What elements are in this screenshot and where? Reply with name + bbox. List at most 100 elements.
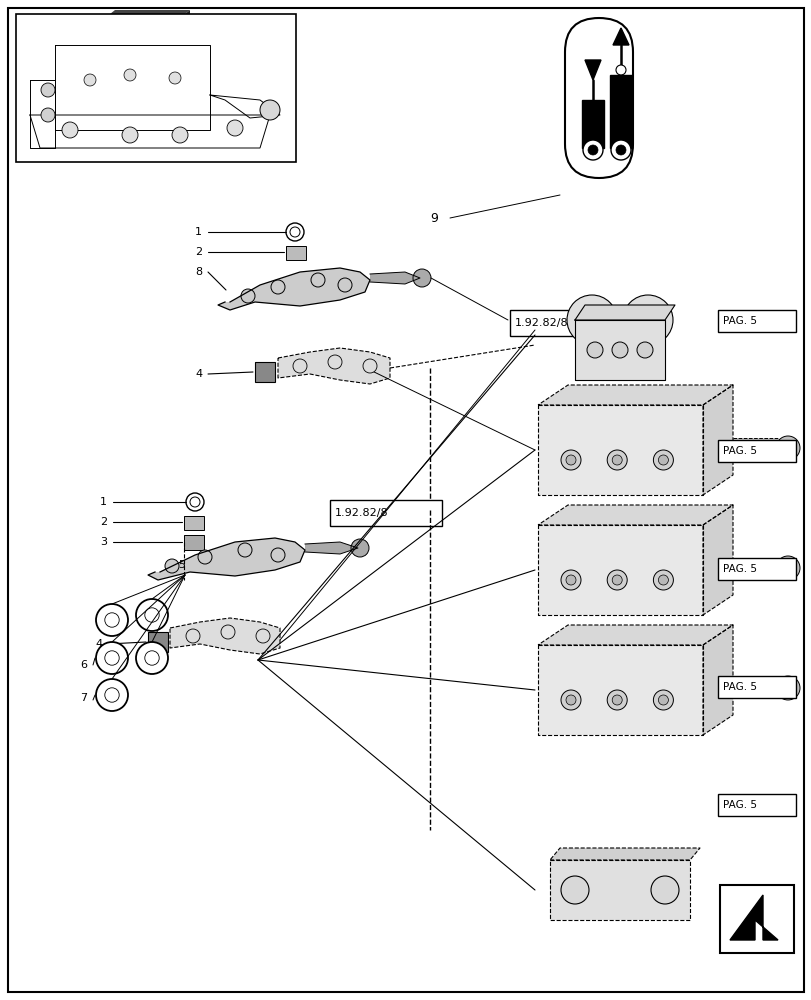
Circle shape: [607, 450, 626, 470]
Text: 1.92.82/8: 1.92.82/8: [335, 508, 388, 518]
Polygon shape: [538, 625, 732, 645]
Bar: [717, 794, 795, 816]
Text: 1.92.82/8: 1.92.82/8: [514, 318, 568, 328]
Circle shape: [328, 355, 341, 369]
Polygon shape: [732, 678, 777, 698]
Polygon shape: [729, 895, 777, 940]
Text: 1: 1: [195, 227, 202, 237]
Circle shape: [62, 122, 78, 138]
Circle shape: [775, 676, 799, 700]
Polygon shape: [581, 100, 603, 148]
Polygon shape: [148, 632, 168, 652]
Circle shape: [105, 688, 119, 702]
FancyBboxPatch shape: [564, 18, 633, 178]
Text: 2: 2: [100, 517, 107, 527]
Polygon shape: [305, 542, 358, 554]
Polygon shape: [574, 305, 674, 320]
Circle shape: [186, 493, 204, 511]
Circle shape: [186, 629, 200, 643]
Polygon shape: [30, 80, 55, 148]
Text: PAG. 5: PAG. 5: [722, 446, 756, 456]
Bar: [184, 516, 204, 530]
Circle shape: [172, 127, 188, 143]
Bar: [16, 14, 296, 162]
Polygon shape: [549, 860, 689, 920]
Circle shape: [560, 690, 581, 710]
Circle shape: [775, 436, 799, 460]
Circle shape: [565, 455, 575, 465]
Circle shape: [611, 695, 621, 705]
Bar: [717, 676, 795, 698]
Polygon shape: [538, 525, 702, 615]
Circle shape: [135, 642, 168, 674]
Circle shape: [41, 83, 55, 97]
Circle shape: [586, 342, 603, 358]
Circle shape: [285, 223, 303, 241]
Circle shape: [616, 145, 625, 155]
Circle shape: [775, 556, 799, 580]
Circle shape: [658, 575, 667, 585]
Polygon shape: [277, 348, 389, 384]
Text: PAG. 5: PAG. 5: [722, 800, 756, 810]
Circle shape: [41, 108, 55, 122]
Circle shape: [198, 550, 212, 564]
Polygon shape: [370, 272, 419, 284]
Polygon shape: [148, 538, 305, 580]
Circle shape: [658, 455, 667, 465]
Polygon shape: [702, 625, 732, 735]
Polygon shape: [584, 60, 600, 80]
Circle shape: [165, 559, 178, 573]
Bar: [285, 246, 306, 260]
Polygon shape: [574, 320, 664, 380]
Polygon shape: [702, 385, 732, 495]
Circle shape: [611, 455, 621, 465]
Text: 5: 5: [178, 560, 185, 570]
Text: 8: 8: [195, 267, 202, 277]
Circle shape: [607, 570, 626, 590]
Polygon shape: [612, 28, 629, 45]
Text: PAG. 5: PAG. 5: [722, 316, 756, 326]
Circle shape: [311, 273, 324, 287]
Circle shape: [293, 359, 307, 373]
Circle shape: [653, 450, 672, 470]
Circle shape: [221, 625, 234, 639]
Polygon shape: [609, 75, 631, 148]
Bar: [509, 310, 621, 336]
Bar: [719, 885, 793, 953]
Bar: [717, 558, 795, 580]
Circle shape: [622, 295, 672, 345]
Text: 7: 7: [80, 693, 87, 703]
Bar: [255, 362, 275, 382]
Circle shape: [565, 575, 575, 585]
Text: PAG. 5: PAG. 5: [722, 564, 756, 574]
Polygon shape: [702, 505, 732, 615]
Circle shape: [413, 269, 431, 287]
Circle shape: [616, 65, 625, 75]
Text: 4: 4: [195, 369, 202, 379]
Circle shape: [96, 679, 128, 711]
Polygon shape: [549, 848, 699, 860]
Text: 3: 3: [100, 537, 107, 547]
Text: 2: 2: [195, 247, 202, 257]
Circle shape: [610, 140, 630, 160]
Circle shape: [241, 289, 255, 303]
Polygon shape: [184, 516, 204, 530]
Text: 6: 6: [80, 660, 87, 670]
Circle shape: [290, 227, 299, 237]
Circle shape: [255, 629, 270, 643]
Polygon shape: [538, 405, 702, 495]
Circle shape: [271, 280, 285, 294]
Circle shape: [565, 695, 575, 705]
Polygon shape: [538, 385, 732, 405]
Bar: [148, 632, 168, 652]
Circle shape: [636, 342, 652, 358]
Circle shape: [350, 539, 368, 557]
Bar: [717, 310, 795, 332]
Circle shape: [653, 690, 672, 710]
Circle shape: [238, 543, 251, 557]
Circle shape: [560, 570, 581, 590]
Circle shape: [363, 359, 376, 373]
Circle shape: [105, 651, 119, 665]
Circle shape: [144, 608, 159, 622]
Polygon shape: [100, 22, 175, 100]
